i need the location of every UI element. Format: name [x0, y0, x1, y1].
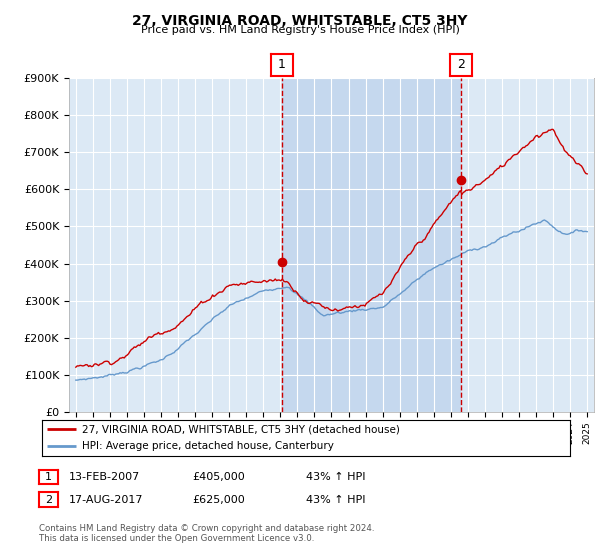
Text: 2: 2 [457, 58, 465, 72]
Text: 17-AUG-2017: 17-AUG-2017 [69, 494, 143, 505]
Text: 1: 1 [45, 472, 52, 482]
Text: 43% ↑ HPI: 43% ↑ HPI [306, 494, 365, 505]
Text: 27, VIRGINIA ROAD, WHITSTABLE, CT5 3HY: 27, VIRGINIA ROAD, WHITSTABLE, CT5 3HY [132, 14, 468, 28]
Text: HPI: Average price, detached house, Canterbury: HPI: Average price, detached house, Cant… [82, 441, 334, 451]
Text: Price paid vs. HM Land Registry's House Price Index (HPI): Price paid vs. HM Land Registry's House … [140, 25, 460, 35]
Text: 2: 2 [45, 494, 52, 505]
Text: 43% ↑ HPI: 43% ↑ HPI [306, 472, 365, 482]
Text: 1: 1 [278, 58, 286, 72]
Bar [282, 78, 461, 412]
Text: Contains HM Land Registry data © Crown copyright and database right 2024.
This d: Contains HM Land Registry data © Crown c… [39, 524, 374, 543]
Text: £625,000: £625,000 [192, 494, 245, 505]
Text: £405,000: £405,000 [192, 472, 245, 482]
Text: 27, VIRGINIA ROAD, WHITSTABLE, CT5 3HY (detached house): 27, VIRGINIA ROAD, WHITSTABLE, CT5 3HY (… [82, 424, 400, 434]
Text: 13-FEB-2007: 13-FEB-2007 [69, 472, 140, 482]
